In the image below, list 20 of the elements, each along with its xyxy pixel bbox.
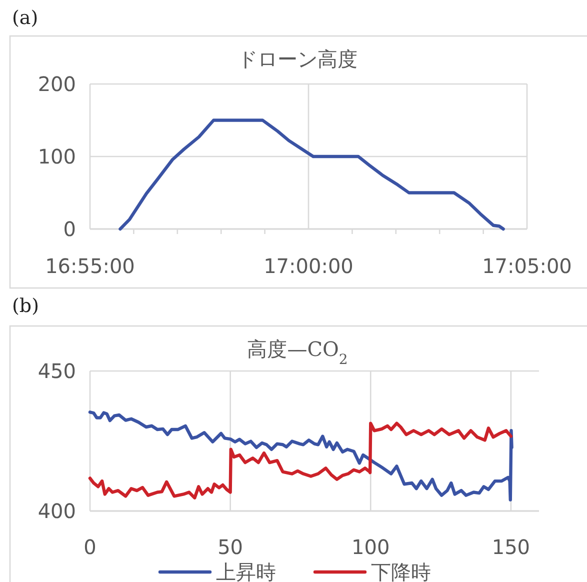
chart-title: 高度—CO$_{2}$ bbox=[247, 337, 348, 368]
y-tick-label: 0 bbox=[63, 217, 76, 241]
legend-label: 下降時 bbox=[371, 560, 431, 582]
chart-title: ドローン高度 bbox=[238, 47, 358, 71]
y-tick-label: 100 bbox=[38, 144, 76, 168]
y-tick-label: 400 bbox=[38, 499, 76, 523]
x-tick-label: 50 bbox=[218, 535, 244, 559]
legend-label: 上昇時 bbox=[216, 560, 276, 582]
y-tick-label: 450 bbox=[38, 359, 76, 383]
x-tick-label: 150 bbox=[492, 535, 530, 559]
text: (a) bbox=[12, 7, 38, 29]
legend-上昇時: 上昇時 bbox=[158, 560, 276, 582]
text: (b) bbox=[12, 295, 39, 317]
y-tick-label: 200 bbox=[38, 72, 76, 96]
legend-下降時: 下降時 bbox=[313, 560, 431, 582]
x-tick-label: 17:00:00 bbox=[264, 254, 354, 278]
x-tick-label: 0 bbox=[84, 535, 96, 559]
x-tick-label: 17:05:00 bbox=[482, 254, 572, 278]
x-tick-label: 100 bbox=[352, 535, 390, 559]
x-tick-label: 16:55:00 bbox=[45, 254, 135, 278]
